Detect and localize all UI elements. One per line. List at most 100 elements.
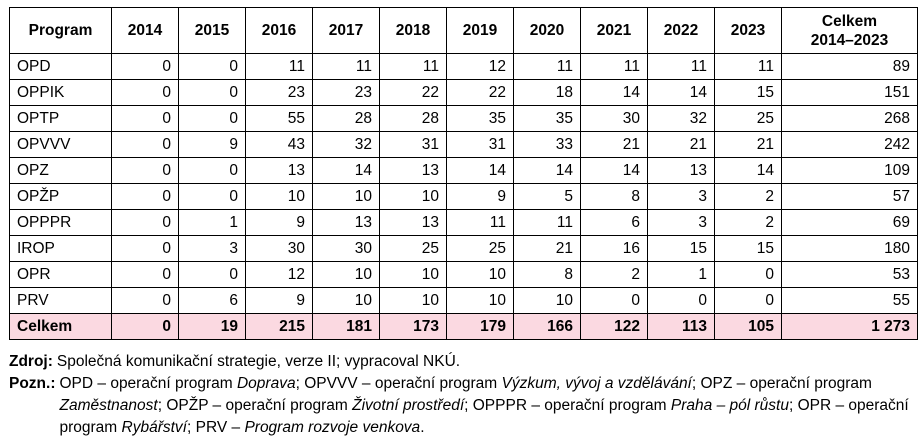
value-cell: 0 xyxy=(111,157,179,184)
value-cell: 9 xyxy=(178,131,246,158)
column-header: 2022 xyxy=(647,7,715,54)
table-row: PRV 0 6 9 10 10 10 10 0 0 0 55 xyxy=(9,287,918,314)
value-cell: 166 xyxy=(513,313,581,340)
table-row: IROP 0 3 30 30 25 25 21 16 15 15 180 xyxy=(9,235,918,262)
note-label: Pozn.: xyxy=(9,375,56,392)
value-cell: 0 xyxy=(647,287,715,314)
value-cell: 10 xyxy=(312,261,380,288)
value-cell: 0 xyxy=(178,183,246,210)
note-line: Pozn.: OPD – operační program Doprava; O… xyxy=(9,373,915,439)
value-cell: 0 xyxy=(111,131,179,158)
value-cell: 179 xyxy=(446,313,514,340)
value-cell: 3 xyxy=(178,235,246,262)
value-cell: 0 xyxy=(178,79,246,106)
value-cell: 2 xyxy=(714,209,782,236)
value-cell: 0 xyxy=(178,261,246,288)
value-cell: 19 xyxy=(178,313,246,340)
table-notes: Zdroj: Společná komunikační strategie, v… xyxy=(9,351,915,439)
value-cell: 25 xyxy=(446,235,514,262)
value-cell: 6 xyxy=(178,287,246,314)
value-cell: 21 xyxy=(580,131,648,158)
value-cell: 10 xyxy=(245,183,313,210)
total-header-line1: Celkem xyxy=(821,12,878,30)
value-cell: 18 xyxy=(513,79,581,106)
table-row: OPD 0 0 11 11 11 12 11 11 11 11 89 xyxy=(9,53,918,80)
value-cell: 32 xyxy=(647,105,715,132)
note-segment: ; OPR – operační program xyxy=(59,397,909,436)
source-label: Zdroj: xyxy=(9,353,53,370)
value-cell: 10 xyxy=(446,261,514,288)
column-header: 2020 xyxy=(513,7,581,54)
value-cell: 9 xyxy=(245,209,313,236)
value-cell: 16 xyxy=(580,235,648,262)
note-text: OPD – operační program Doprava; OPVVV – … xyxy=(60,373,916,439)
column-header: 2014 xyxy=(111,7,179,54)
value-cell: 12 xyxy=(446,53,514,80)
value-cell: 13 xyxy=(312,209,380,236)
value-cell: 0 xyxy=(111,53,179,80)
value-cell: 1 xyxy=(647,261,715,288)
value-cell: 3 xyxy=(647,209,715,236)
value-cell: 9 xyxy=(446,183,514,210)
program-name-cell: OPŽP xyxy=(9,183,112,210)
program-name-cell: IROP xyxy=(9,235,112,262)
value-cell: 14 xyxy=(513,157,581,184)
value-cell: 21 xyxy=(647,131,715,158)
note-segment: ; OPZ – operační program xyxy=(691,375,872,392)
value-cell: 28 xyxy=(312,105,380,132)
table-row: OPZ 0 0 13 14 13 14 14 14 13 14 109 xyxy=(9,157,918,184)
program-name-cell: OPTP xyxy=(9,105,112,132)
table-row: OPR 0 0 12 10 10 10 8 2 1 0 53 xyxy=(9,261,918,288)
note-segment: ; OPVVV – operační program xyxy=(295,375,502,392)
value-cell: 0 xyxy=(714,261,782,288)
value-cell: 173 xyxy=(379,313,447,340)
value-cell: 10 xyxy=(312,287,380,314)
row-total-cell: 55 xyxy=(781,287,918,314)
table-header-row: Program 2014 2015 2016 2017 2018 2019 20… xyxy=(9,7,918,54)
value-cell: 8 xyxy=(580,183,648,210)
value-cell: 10 xyxy=(379,287,447,314)
column-header: 2018 xyxy=(379,7,447,54)
value-cell: 11 xyxy=(312,53,380,80)
source-line: Zdroj: Společná komunikační strategie, v… xyxy=(9,351,915,373)
value-cell: 11 xyxy=(245,53,313,80)
value-cell: 11 xyxy=(379,53,447,80)
row-total-cell: 53 xyxy=(781,261,918,288)
program-name-cell: OPVVV xyxy=(9,131,112,158)
value-cell: 0 xyxy=(111,313,179,340)
value-cell: 13 xyxy=(245,157,313,184)
column-header: 2015 xyxy=(178,7,246,54)
value-cell: 10 xyxy=(513,287,581,314)
value-cell: 5 xyxy=(513,183,581,210)
value-cell: 10 xyxy=(379,261,447,288)
column-header: 2021 xyxy=(580,7,648,54)
row-total-cell: 151 xyxy=(781,79,918,106)
value-cell: 14 xyxy=(446,157,514,184)
value-cell: 21 xyxy=(714,131,782,158)
value-cell: 0 xyxy=(111,287,179,314)
value-cell: 33 xyxy=(513,131,581,158)
note-segment: ; OPPPR – operační program xyxy=(464,397,671,414)
value-cell: 22 xyxy=(446,79,514,106)
value-cell: 25 xyxy=(379,235,447,262)
value-cell: 14 xyxy=(312,157,380,184)
value-cell: 30 xyxy=(312,235,380,262)
value-cell: 0 xyxy=(580,287,648,314)
value-cell: 14 xyxy=(647,79,715,106)
note-segment: ; PRV – xyxy=(187,419,245,436)
column-header: 2016 xyxy=(245,7,313,54)
note-italic-segment: Doprava xyxy=(236,375,296,392)
value-cell: 10 xyxy=(312,183,380,210)
value-cell: 0 xyxy=(111,183,179,210)
value-cell: 11 xyxy=(513,53,581,80)
value-cell: 15 xyxy=(714,235,782,262)
value-cell: 35 xyxy=(513,105,581,132)
note-italic-segment: Praha – pól růstu xyxy=(670,397,789,414)
note-italic-segment: Program rozvoje venkova xyxy=(244,419,421,436)
table-row: OPŽP 0 0 10 10 10 9 5 8 3 2 57 xyxy=(9,183,918,210)
total-row: Celkem 0 19 215 181 173 179 166 122 113 105 1 273 xyxy=(9,313,918,340)
program-name-cell: OPPPR xyxy=(9,209,112,236)
value-cell: 35 xyxy=(446,105,514,132)
value-cell: 21 xyxy=(513,235,581,262)
